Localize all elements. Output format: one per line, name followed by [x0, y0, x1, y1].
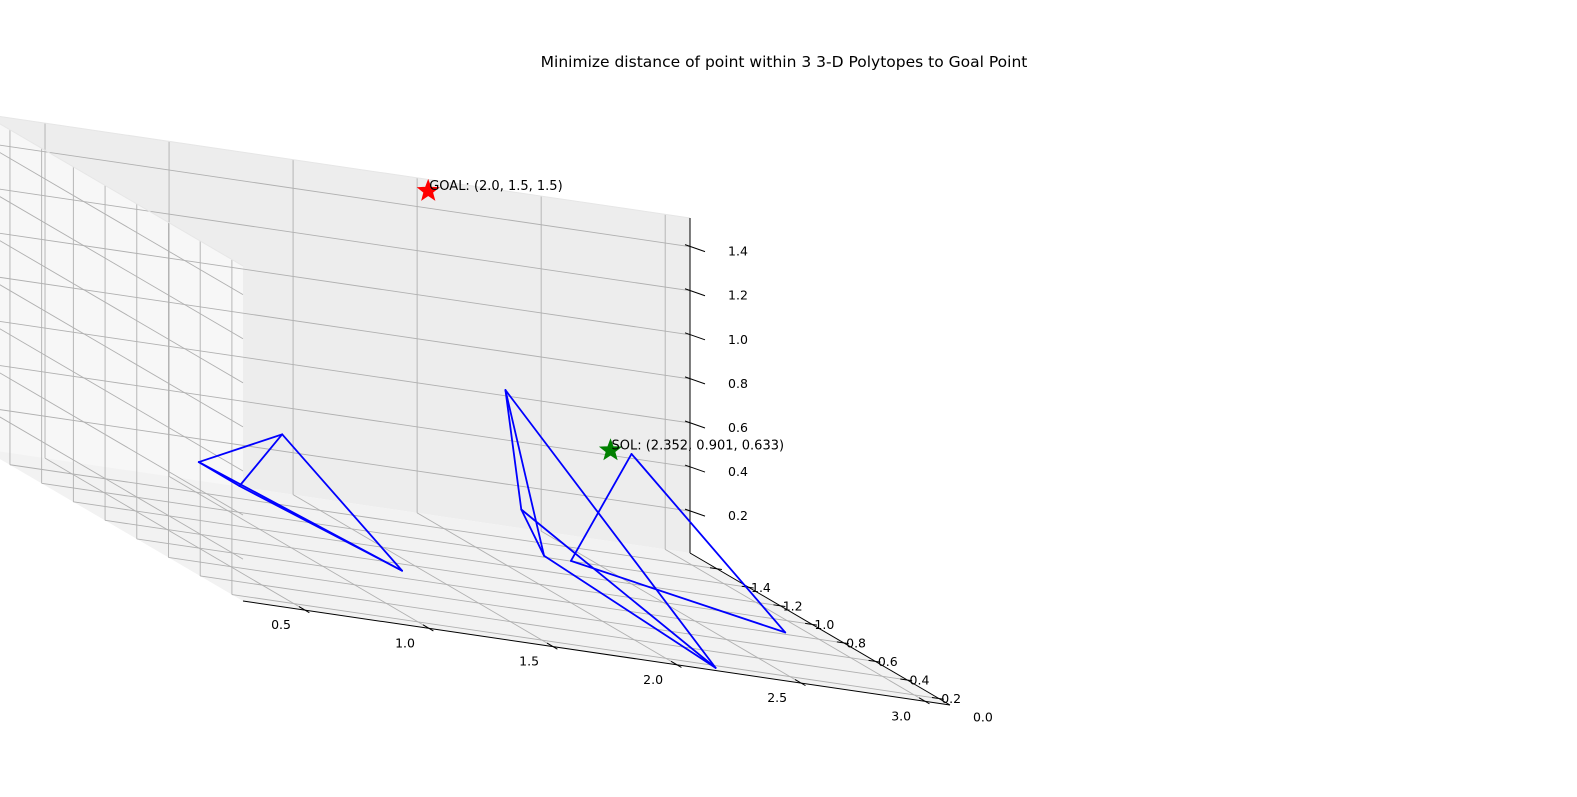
z-tick-label: 0.6 — [728, 420, 748, 435]
gridline — [0, 416, 244, 560]
x-tick-label: 2.0 — [643, 672, 663, 687]
gridline — [41, 482, 749, 588]
z-tick — [684, 244, 706, 253]
y-tick-label: 1.4 — [751, 580, 771, 595]
x-axis-line — [242, 600, 951, 706]
solution-label: SOL: (2.352, 0.901, 0.633) — [612, 438, 785, 453]
gridline — [0, 240, 244, 384]
x-tick-label: 1.5 — [519, 654, 539, 669]
y-tick-label: 0.2 — [941, 691, 961, 706]
gridline — [0, 328, 244, 472]
y-tick — [868, 659, 881, 663]
polytope-edge — [520, 508, 717, 669]
z-tick-label: 0.8 — [728, 376, 748, 391]
y-tick — [805, 622, 818, 626]
gridline — [0, 144, 691, 248]
z-tick — [684, 332, 706, 341]
y-tick — [773, 604, 786, 608]
gridlines — [0, 115, 939, 702]
polytope-edge — [504, 389, 545, 557]
z-tick-label: 0.4 — [728, 464, 748, 479]
gridline — [73, 501, 781, 607]
gridline — [0, 152, 244, 296]
polytope-edge — [281, 433, 404, 572]
z-tick-label: 1.4 — [728, 244, 748, 259]
x-tick-label: 3.0 — [891, 708, 911, 723]
gridline — [136, 538, 844, 644]
polytope-3 — [570, 453, 787, 634]
polytope-edge — [197, 461, 241, 487]
polytope-1 — [197, 433, 404, 572]
polytope-edge — [238, 485, 404, 572]
gridline — [0, 365, 691, 468]
tick-marks: 0.5 1.0 1.5 2.0 2.5 3.0 0.0 0.2 0.4 0.6 0.8 1.0 1.2 1… — [271, 244, 993, 725]
gridline — [0, 188, 691, 292]
x-tick — [918, 697, 930, 705]
gridline — [0, 321, 691, 424]
y-tick-label: 0.4 — [910, 672, 930, 687]
goal-marker — [416, 178, 440, 201]
x-tick — [422, 624, 434, 632]
polytope-edge — [570, 559, 787, 634]
x-tick — [546, 642, 558, 650]
z-tick-label: 1.2 — [728, 288, 748, 303]
goal-label: GOAL: (2.0, 1.5, 1.5) — [429, 179, 562, 194]
y-tick-label: 1.0 — [814, 617, 834, 632]
markers: GOAL: (2.0, 1.5, 1.5) SOL: (2.352, 0.901,… — [416, 178, 785, 461]
gridline — [105, 519, 813, 625]
gridline — [0, 276, 691, 380]
gridline — [9, 464, 718, 570]
polytope-2 — [504, 389, 717, 669]
y-tick — [709, 567, 722, 570]
x-tick-label: 0.5 — [271, 617, 291, 632]
gridline — [0, 284, 244, 428]
polytope-edge — [238, 433, 284, 487]
z-tick-label: 0.2 — [728, 508, 748, 523]
gridline — [0, 409, 691, 512]
x-tick — [794, 679, 806, 687]
z-tick — [684, 464, 706, 473]
x-tick — [298, 606, 310, 614]
pane-edge — [0, 123, 244, 267]
gridline — [0, 232, 691, 336]
gridline — [200, 575, 908, 681]
floor-pane — [0, 451, 950, 705]
polytope-edge — [504, 389, 717, 669]
gridline — [168, 556, 876, 662]
polytopes — [197, 389, 787, 669]
chart-title: Minimize distance of point within 3 3-D … — [541, 53, 1028, 71]
y-tick-label: 1.2 — [783, 598, 803, 613]
y-tick — [931, 696, 944, 700]
z-tick — [684, 508, 706, 517]
y-tick-label: 0.0 — [973, 710, 993, 725]
polytope-edge — [570, 453, 633, 562]
polytope-edge — [504, 389, 523, 511]
solution-marker — [598, 438, 623, 461]
polytope-edge — [520, 508, 545, 557]
gridline — [0, 196, 244, 340]
y-tick — [741, 585, 754, 589]
z-tick — [684, 288, 706, 297]
z-tick — [684, 376, 706, 385]
pane-edge — [0, 115, 691, 219]
axis-panes — [0, 116, 950, 705]
polytope-edge — [630, 453, 787, 634]
x-tick-label: 2.5 — [767, 690, 787, 705]
x-tick — [670, 660, 682, 668]
z-tick-label: 1.0 — [728, 332, 748, 347]
polytope-edge — [197, 433, 284, 463]
gridline — [0, 372, 244, 516]
y-tick-label: 0.6 — [878, 654, 898, 669]
z-tick — [684, 420, 706, 429]
y-tick — [836, 641, 849, 645]
x-tick-label: 1.0 — [395, 635, 415, 650]
polytope-edge — [543, 554, 717, 669]
y-tick-label: 0.8 — [846, 635, 866, 650]
gridline — [231, 594, 939, 699]
y-tick — [900, 678, 913, 682]
